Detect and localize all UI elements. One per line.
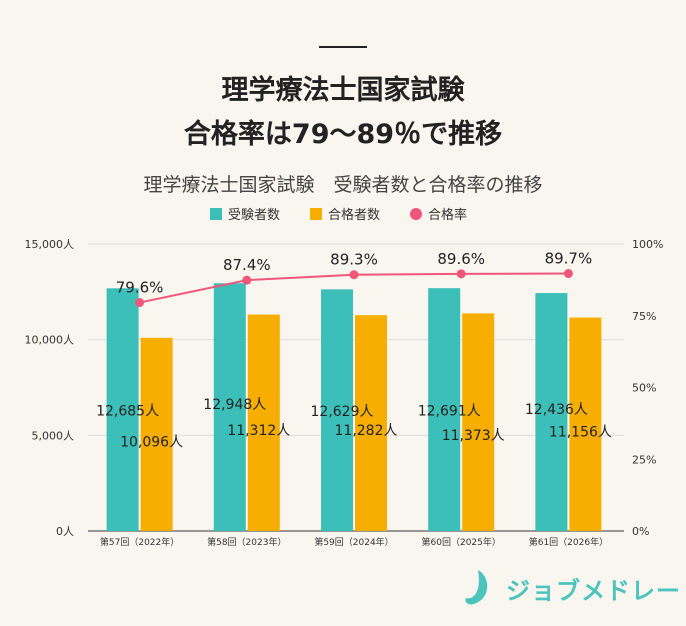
pass-rate-point <box>135 298 145 308</box>
pass-rate-point <box>242 275 252 285</box>
bar-passers <box>355 315 387 531</box>
x-tick: 第58回（2023年） <box>207 536 286 548</box>
legend-swatch <box>310 208 322 220</box>
bar-examinees <box>535 293 568 531</box>
bar-examinees <box>213 283 246 531</box>
data-label-passers: 11,282人 <box>335 423 398 439</box>
data-label-passers: 11,156人 <box>549 424 612 440</box>
y-right-tick: 50% <box>632 382 656 395</box>
data-label-passers: 10,096人 <box>120 434 183 450</box>
y-right-tick: 0% <box>632 525 649 538</box>
bar-examinees <box>321 289 353 531</box>
y-left-tick: 0人 <box>56 525 74 538</box>
x-tick: 第59回（2024年） <box>314 536 393 548</box>
x-tick: 第57回（2022年） <box>100 536 179 548</box>
bar-passers <box>462 313 495 531</box>
y-left-tick: 5,000人 <box>32 429 75 442</box>
y-right-tick: 75% <box>632 310 656 323</box>
data-label-examinees: 12,691人 <box>418 404 481 420</box>
data-label-examinees: 12,948人 <box>203 397 266 413</box>
data-label-passers: 11,373人 <box>442 428 505 444</box>
data-label-pass-rate: 87.4% <box>223 256 271 274</box>
legend-label: 合格者数 <box>328 207 380 223</box>
legend-label: 受験者数 <box>228 208 280 223</box>
page-title-line1: 理学療法士国家試験 <box>221 75 465 106</box>
legend-label: 合格率 <box>428 207 467 223</box>
data-label-passers: 11,312人 <box>227 423 290 439</box>
legend-swatch <box>210 208 222 220</box>
title-rule <box>319 46 367 48</box>
x-tick: 第61回（2026年） <box>529 536 608 548</box>
bar-passers <box>569 317 602 531</box>
y-right-tick: 25% <box>632 453 656 466</box>
data-label-pass-rate: 89.6% <box>437 250 485 268</box>
data-label-examinees: 12,436人 <box>525 402 588 418</box>
y-left-tick: 15,000人 <box>25 238 75 251</box>
logo-icon <box>465 570 488 605</box>
data-label-examinees: 12,685人 <box>96 404 159 420</box>
pass-rate-point <box>456 269 466 279</box>
bar-examinees <box>428 288 461 531</box>
x-tick: 第60回（2025年） <box>422 536 501 548</box>
data-label-pass-rate: 89.7% <box>545 250 593 268</box>
legend-marker <box>410 208 422 220</box>
bar-passers <box>140 337 173 531</box>
pass-rate-point <box>563 269 573 279</box>
page-title-line2: 合格率は79～89％で推移 <box>183 119 503 150</box>
brand-logo: ジョブメドレー <box>462 568 681 608</box>
pass-rate-point <box>349 270 359 280</box>
bar-passers <box>247 314 280 531</box>
chart-title: 理学療法士国家試験 受験者数と合格率の推移 <box>143 174 543 196</box>
y-left-tick: 10,000人 <box>25 334 75 347</box>
data-label-pass-rate: 79.6% <box>116 279 164 297</box>
y-right-tick: 100% <box>632 238 663 251</box>
bar-examinees <box>106 288 139 531</box>
data-label-pass-rate: 89.3% <box>330 251 378 269</box>
data-label-examinees: 12,629人 <box>311 404 374 420</box>
logo-text: ジョブメドレー <box>506 576 681 605</box>
